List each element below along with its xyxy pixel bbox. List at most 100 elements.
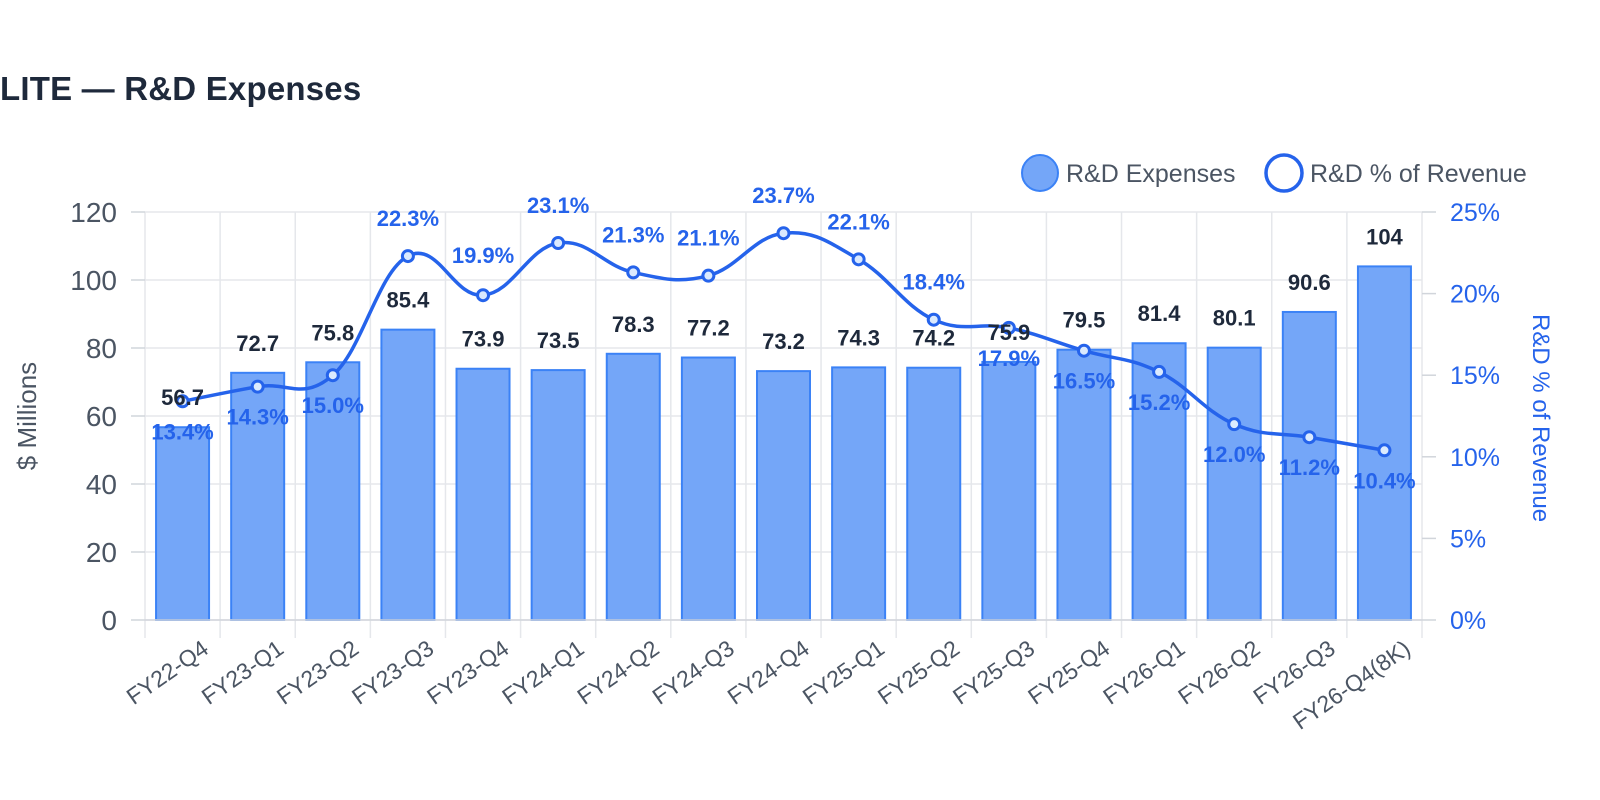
x-tick-label: FY24-Q2 [572,635,663,710]
line-point [250,379,265,394]
bar-value-label: 72.7 [236,331,279,356]
line-point [1377,443,1392,458]
y-tick-label: 60 [86,401,117,432]
line-value-label: 23.7% [752,183,814,208]
x-tick-label: FY25-Q1 [798,635,889,710]
y-tick-label: 120 [70,197,117,228]
y-tick-label: 0 [101,605,117,636]
line-point [175,394,190,409]
legend-bar-label: R&D Expenses [1066,160,1236,188]
bar [981,360,1037,621]
x-tick-label: FY25-Q2 [873,635,964,710]
line-point [776,226,791,241]
legend: R&D Expenses R&D % of Revenue [1021,153,1527,193]
line-point [701,268,716,283]
bar-value-label: 79.5 [1063,308,1106,333]
bar [1131,342,1187,621]
line-value-label: 22.1% [827,209,889,234]
y-tick-label: 40 [86,469,117,500]
line-value-label: 18.4% [903,270,965,295]
line-value-label: 21.3% [602,222,664,247]
bar [155,426,211,621]
x-tick-label: FY23-Q2 [272,635,363,710]
bar [455,367,511,621]
line-point [1227,417,1242,432]
y-right-tick-label: 10% [1450,444,1500,472]
bar [831,366,887,621]
line-path [182,230,1385,452]
y-right-tick-label: 20% [1450,281,1500,309]
line-point [400,249,415,264]
legend-bar-swatch [1021,154,1059,192]
bar-value-label: 85.4 [386,288,430,313]
line-value-label: 12.0% [1203,442,1265,467]
bar-value-label: 73.2 [762,329,805,354]
bar [530,369,586,621]
line-value-label: 15.0% [302,393,364,418]
x-tick-label: FY24-Q4 [723,635,815,710]
line-value-label: 13.4% [151,419,213,444]
y-right-tick-label: 25% [1450,199,1500,227]
line-value-label: 15.2% [1128,390,1190,415]
bar-series [155,265,1412,621]
x-tick-label: FY24-Q1 [497,635,588,710]
line-value-label: 19.9% [452,243,514,268]
line-point [1152,364,1167,379]
y-right-tick-label: 5% [1450,525,1486,553]
y-tick-label: 100 [70,265,117,296]
bar [906,366,962,621]
bar-value-label: 104 [1366,224,1403,249]
bar [680,356,736,621]
y-tick-label: 20 [86,537,117,568]
x-tick-label: FY22-Q4 [122,635,214,710]
line-value-label: 22.3% [377,206,439,231]
bar-value-label: 73.9 [462,327,505,352]
legend-line-swatch [1264,153,1304,193]
line-value-label: 11.2% [1279,455,1340,480]
line-point [551,236,566,251]
bar-value-label: 90.6 [1288,270,1331,295]
chart-title: LITE — R&D Expenses [0,70,362,107]
line-point [325,368,340,383]
y-right-tick-label: 15% [1450,362,1500,390]
y-axis-title: $ Millions [12,362,42,470]
line-point [1001,320,1016,335]
bar-value-label: 74.2 [912,326,955,351]
line-point [1076,343,1091,358]
y-tick-label: 80 [86,333,117,364]
bar-value-label: 78.3 [612,312,655,337]
bar [1281,310,1337,621]
line-value-label: 21.1% [677,226,739,251]
x-tick-label: FY24-Q3 [647,635,738,710]
bar-value-label: 74.3 [837,325,880,350]
x-tick-label: FY25-Q4 [1023,635,1115,710]
line-point [1302,430,1317,445]
bar [605,352,661,621]
x-tick-label: FY26-Q2 [1173,635,1264,710]
bar-value-label: 77.2 [687,316,730,341]
bar [1356,265,1412,621]
line-value-label: 16.5% [1053,369,1115,394]
bar-value-label: 81.4 [1138,301,1182,326]
line-point [476,288,491,303]
line-point [626,265,641,280]
line-series [175,226,1392,458]
x-tick-label: FY26-Q1 [1098,635,1189,710]
bar-value-label: 73.5 [537,328,580,353]
y-right-tick-label: 0% [1450,607,1486,635]
bar [380,328,436,621]
line-point [851,252,866,267]
bar-value-label: 75.8 [311,320,354,345]
bar-value-label: 80.1 [1213,306,1256,331]
legend-line-label: R&D % of Revenue [1310,160,1527,188]
x-tick-label: FY23-Q1 [197,635,288,710]
line-value-label: 17.9% [978,346,1040,371]
data-labels: 56.7 72.7 75.8 85.4 73.9 73.5 78.3 77.2 73.2 74.3… [151,183,1415,493]
x-tick-label: FY23-Q4 [422,635,514,710]
x-tick-label: FY23-Q3 [347,635,438,710]
bar [1206,346,1262,621]
bar [756,370,811,621]
bar-value-label: 75.9 [987,320,1030,345]
line-point [926,312,941,327]
